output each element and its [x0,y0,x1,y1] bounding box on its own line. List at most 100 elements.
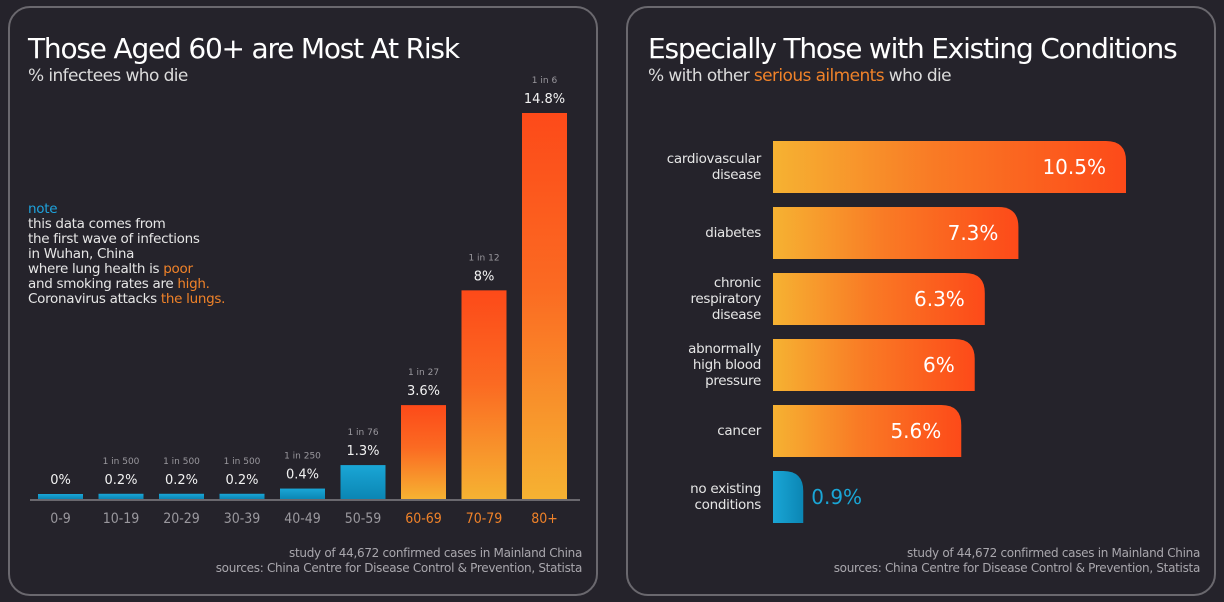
x-tick-label: 50-59 [345,511,382,527]
bar-value-label: 0.2% [225,473,258,488]
note-line: where lung health is poor [28,262,225,277]
note-line: in Wuhan, China [28,247,225,262]
note-line-text: in Wuhan, China [28,246,135,262]
condition-label: abnormally high blood pressure [621,341,761,389]
bar-odds-label: 1 in 12 [468,253,499,263]
bar-value-label: 8% [474,269,495,284]
condition-bar [773,141,1126,193]
bar-odds-label: 1 in 76 [347,428,378,438]
bar-value-label: 0.9% [811,485,862,509]
age-bar [280,488,325,499]
bar-value-label: 0.2% [104,473,137,488]
condition-bar [773,471,804,523]
condition-label: chronic respiratory disease [621,275,761,323]
conditions-bar-chart: 10.5% 7.3% 6.3% 6% 5.6% 0.9% [773,141,1126,523]
age-bar [98,493,144,499]
condition-bar [773,273,985,325]
bar-odds-label: 1 in 500 [224,457,261,467]
bar-value-label: 6.3% [914,287,965,311]
note-line-text: this data comes from [28,216,166,232]
bar-odds-label: 1 in 250 [284,452,321,462]
bar-odds-label: 1 in 27 [408,368,439,378]
note-line-text: where lung health is [28,261,164,277]
condition-label: diabetes [621,225,761,241]
left-title: Those Aged 60+ are Most At Risk [28,32,460,65]
bar-value-label: 0% [50,473,71,488]
bar-value-label: 7.3% [948,221,999,245]
condition-bar [773,207,1019,259]
note-line-highlight: poor [163,261,193,277]
condition-label: cancer [621,423,761,439]
left-subtitle: % infectees who die [28,66,188,86]
x-tick-label: 20-29 [163,511,200,527]
right-subtitle-post: who die [883,66,952,86]
condition-label-line: cardiovascular [666,151,762,167]
condition-label-line: abnormally [688,341,761,357]
right-footer-sources: sources: China Centre for Disease Contro… [833,561,1201,575]
age-bar [401,405,446,499]
age-bar [522,113,567,499]
right-footer-study: study of 44,672 confirmed cases in Mainl… [907,546,1200,560]
condition-label-line: no existing [690,481,761,497]
condition-bar [773,405,962,457]
x-tick-label: 0-9 [50,511,71,527]
condition-label-line: pressure [705,373,761,389]
condition-label: no existing conditions [621,481,761,513]
right-title: Especially Those with Existing Condition… [648,32,1178,65]
condition-label-line: diabetes [705,225,761,241]
note-box: note this data comes from the first wave … [28,202,225,307]
age-bar [38,494,83,499]
note-heading: note [28,201,58,217]
note-line-text: and smoking rates are [28,276,178,292]
condition-label: cardiovascular disease [621,151,762,183]
left-footer-sources: sources: China Centre for Disease Contro… [215,561,583,575]
condition-label-line: chronic [713,275,761,291]
age-bar [159,493,204,499]
bar-value-label: 10.5% [1042,155,1106,179]
bar-value-label: 1.3% [346,444,379,459]
note-line-highlight: the lungs. [160,291,226,307]
x-tick-label: 30-39 [224,511,261,527]
note-line-text: the first wave of infections [28,231,200,247]
age-bar [219,493,265,499]
condition-label-line: conditions [694,497,762,513]
right-subtitle-pre: % with other [648,66,754,86]
right-subtitle: % with other serious ailments who die [648,66,952,86]
bar-odds-label: 1 in 6 [532,76,558,86]
condition-label-line: respiratory [690,291,761,307]
age-bar [461,290,507,499]
note-line: Coronavirus attacks the lungs. [28,292,225,307]
bar-odds-label: 1 in 500 [163,457,200,467]
note-line-highlight: high. [177,276,210,292]
condition-label-line: disease [711,167,761,183]
condition-label-line: cancer [717,423,761,439]
left-footer-study: study of 44,672 confirmed cases in Mainl… [289,546,582,560]
note-line: the first wave of infections [28,232,225,247]
age-bar [340,465,386,499]
bar-odds-label: 1 in 500 [103,457,140,467]
bar-value-label: 6% [923,353,955,377]
age-bar-chart: 0% 0-9 0.2% 1 in 500 10-19 0.2% 1 in 500 20-29 0… [30,76,580,527]
note-line-text: Coronavirus attacks [28,291,161,307]
right-subtitle-highlight: serious ailments [753,66,885,86]
bar-value-label: 0.2% [165,473,198,488]
bar-value-label: 14.8% [524,92,565,107]
note-line: this data comes from [28,217,225,232]
x-tick-label: 40-49 [284,511,321,527]
right-footer: study of 44,672 confirmed cases in Mainl… [833,546,1201,576]
note-lines: this data comes from the first wave of in… [28,217,225,307]
condition-bar [773,339,975,391]
left-panel: Those Aged 60+ are Most At Risk % infect… [8,6,598,596]
bar-value-label: 3.6% [407,384,440,399]
right-panel: Especially Those with Existing Condition… [626,6,1216,596]
x-tick-label: 60-69 [405,511,442,527]
left-footer: study of 44,672 confirmed cases in Mainl… [215,546,583,576]
condition-label-line: disease [711,307,761,323]
condition-label-line: high blood [692,357,761,373]
x-tick-label: 10-19 [103,511,140,527]
bar-value-label: 5.6% [890,419,941,443]
note-line: and smoking rates are high. [28,277,225,292]
x-tick-label: 70-79 [466,511,503,527]
x-tick-label: 80+ [531,511,558,527]
bar-value-label: 0.4% [286,468,319,483]
